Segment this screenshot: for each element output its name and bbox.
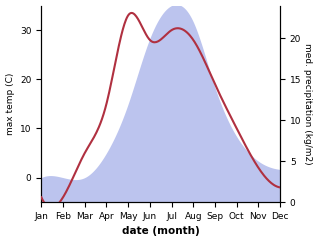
Y-axis label: max temp (C): max temp (C) [5,73,15,135]
X-axis label: date (month): date (month) [122,227,200,236]
Y-axis label: med. precipitation (kg/m2): med. precipitation (kg/m2) [303,43,313,165]
